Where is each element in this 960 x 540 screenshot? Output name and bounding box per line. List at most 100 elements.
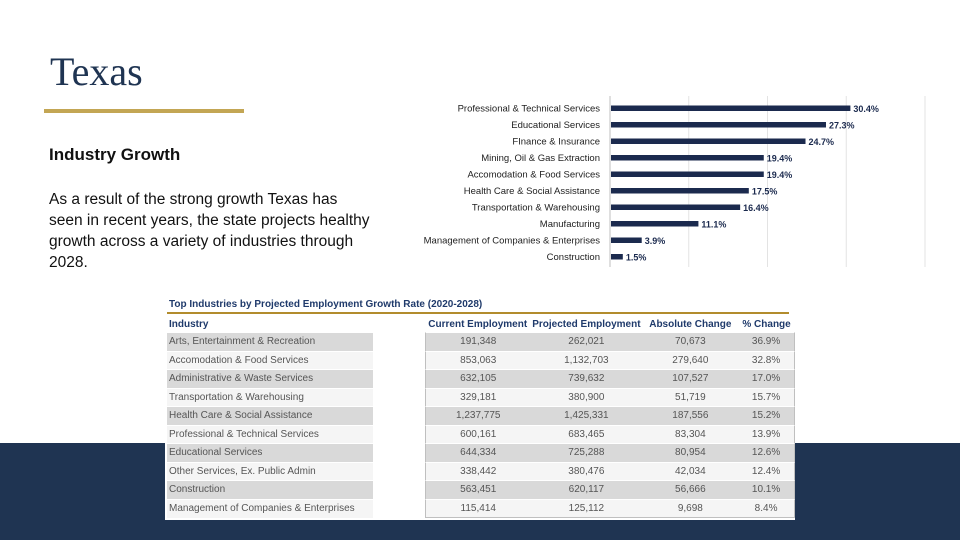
cell-current-employment: 191,348 — [425, 332, 531, 351]
category-label: Mining, Oil & Gas Extraction — [481, 153, 600, 164]
cell-absolute-change: 80,954 — [642, 443, 739, 462]
cell-gap — [373, 443, 426, 462]
header-percent-change: % Change — [742, 319, 791, 330]
cell-gap — [373, 480, 426, 499]
cell-current-employment: 600,161 — [425, 424, 531, 443]
table-row: Educational Services 644,334 725,288 80,954… — [167, 443, 795, 462]
cell-current-employment: 853,063 — [425, 350, 531, 369]
bar-value-label: 16.4% — [743, 203, 769, 213]
cell-industry: Administrative & Waste Services — [167, 369, 374, 388]
cell-percent-change: 12.6% — [738, 443, 795, 462]
bar — [611, 155, 764, 161]
cell-industry: Transportation & Warehousing — [167, 387, 374, 406]
header-current-employment: Current Employment — [428, 319, 528, 330]
cell-gap — [373, 350, 426, 369]
body-paragraph: As a result of the strong growth Texas h… — [49, 191, 370, 271]
bar-value-label: 30.4% — [853, 104, 879, 114]
bar — [611, 138, 806, 144]
bar-value-label: 24.7% — [809, 137, 835, 147]
cell-industry: Management of Companies & Enterprises — [167, 498, 374, 518]
cell-projected-employment: 380,900 — [530, 387, 643, 406]
cell-percent-change: 15.2% — [738, 406, 795, 425]
cell-projected-employment: 620,117 — [530, 480, 643, 499]
cell-projected-employment: 725,288 — [530, 443, 643, 462]
cell-projected-employment: 739,632 — [530, 369, 643, 388]
cell-industry: Educational Services — [167, 443, 374, 462]
category-label: Management of Companies & Enterprises — [424, 235, 601, 246]
table-row: Transportation & Warehousing 329,181 380,9… — [167, 387, 795, 406]
bar — [611, 204, 741, 210]
cell-industry: Construction — [167, 480, 374, 499]
cell-projected-employment: 380,476 — [530, 461, 643, 480]
table-row: Professional & Technical Services 600,161… — [167, 424, 795, 443]
cell-percent-change: 17.0% — [738, 369, 795, 388]
header-industry: Industry — [169, 319, 209, 330]
cell-percent-change: 15.7% — [738, 387, 795, 406]
bar-value-label: 11.1% — [701, 219, 726, 229]
cell-gap — [373, 498, 426, 518]
bar-value-label: 3.9% — [645, 236, 666, 246]
category-label: Educational Services — [511, 120, 600, 131]
slide-title: Texas — [50, 49, 143, 94]
cell-current-employment: 563,451 — [425, 480, 531, 499]
bar — [611, 105, 851, 111]
cell-absolute-change: 107,527 — [642, 369, 739, 388]
employment-table: Industry Current Employment Projected Em… — [167, 317, 795, 518]
cell-absolute-change: 279,640 — [642, 350, 739, 369]
bar — [611, 221, 699, 227]
bar-value-label: 27.3% — [829, 120, 855, 130]
cell-current-employment: 338,442 — [425, 461, 531, 480]
category-label: Construction — [547, 252, 600, 263]
bar-value-label: 19.4% — [767, 170, 793, 180]
cell-projected-employment: 262,021 — [530, 332, 643, 351]
header-absolute-change: Absolute Change — [649, 319, 732, 330]
bar — [611, 254, 623, 260]
table-row: Arts, Entertainment & Recreation 191,348 2… — [167, 332, 795, 351]
table-row: Accomodation & Food Services 853,063 1,132… — [167, 350, 795, 369]
cell-current-employment: 644,334 — [425, 443, 531, 462]
table-row: Construction 563,451 620,117 56,666 10.1% — [167, 480, 795, 499]
cell-current-employment: 329,181 — [425, 387, 531, 406]
cell-absolute-change: 70,673 — [642, 332, 739, 351]
table-row: Administrative & Waste Services 632,105 73… — [167, 369, 795, 388]
header-gap — [373, 317, 425, 332]
category-label: Health Care & Social Assistance — [464, 186, 600, 197]
cell-projected-employment: 683,465 — [530, 424, 643, 443]
bar — [611, 188, 749, 194]
cell-industry: Accomodation & Food Services — [167, 350, 374, 369]
cell-absolute-change: 83,304 — [642, 424, 739, 443]
section-heading: Industry Growth — [49, 145, 181, 164]
table-row: Health Care & Social Assistance 1,237,775… — [167, 406, 795, 425]
cell-percent-change: 8.4% — [738, 498, 795, 518]
category-label: FInance & Insurance — [512, 136, 600, 147]
cell-gap — [373, 332, 426, 351]
cell-percent-change: 12.4% — [738, 461, 795, 480]
bar — [611, 237, 642, 243]
cell-current-employment: 632,105 — [425, 369, 531, 388]
cell-current-employment: 1,237,775 — [425, 406, 531, 425]
bar-value-label: 17.5% — [752, 186, 778, 196]
cell-percent-change: 32.8% — [738, 350, 795, 369]
cell-industry: Health Care & Social Assistance — [167, 406, 374, 425]
category-label: Transportation & Warehousing — [472, 202, 600, 213]
cell-current-employment: 115,414 — [425, 498, 531, 518]
bar — [611, 171, 764, 177]
cell-absolute-change: 187,556 — [642, 406, 739, 425]
cell-absolute-change: 56,666 — [642, 480, 739, 499]
cell-industry: Arts, Entertainment & Recreation — [167, 332, 374, 351]
cell-percent-change: 10.1% — [738, 480, 795, 499]
category-label: Accomodation & Food Services — [467, 169, 600, 180]
industry-growth-bar-chart: Professional & Technical Services 30.4% Ed… — [424, 96, 926, 267]
cell-absolute-change: 42,034 — [642, 461, 739, 480]
bar-value-label: 19.4% — [767, 153, 793, 163]
cell-industry: Professional & Technical Services — [167, 424, 374, 443]
cell-percent-change: 36.9% — [738, 332, 795, 351]
cell-gap — [373, 387, 426, 406]
cell-absolute-change: 9,698 — [642, 498, 739, 518]
cell-projected-employment: 125,112 — [530, 498, 643, 518]
cell-gap — [373, 461, 426, 480]
cell-percent-change: 13.9% — [738, 424, 795, 443]
cell-absolute-change: 51,719 — [642, 387, 739, 406]
table-title-rule — [167, 312, 789, 314]
table-row: Management of Companies & Enterprises 115… — [167, 498, 795, 518]
